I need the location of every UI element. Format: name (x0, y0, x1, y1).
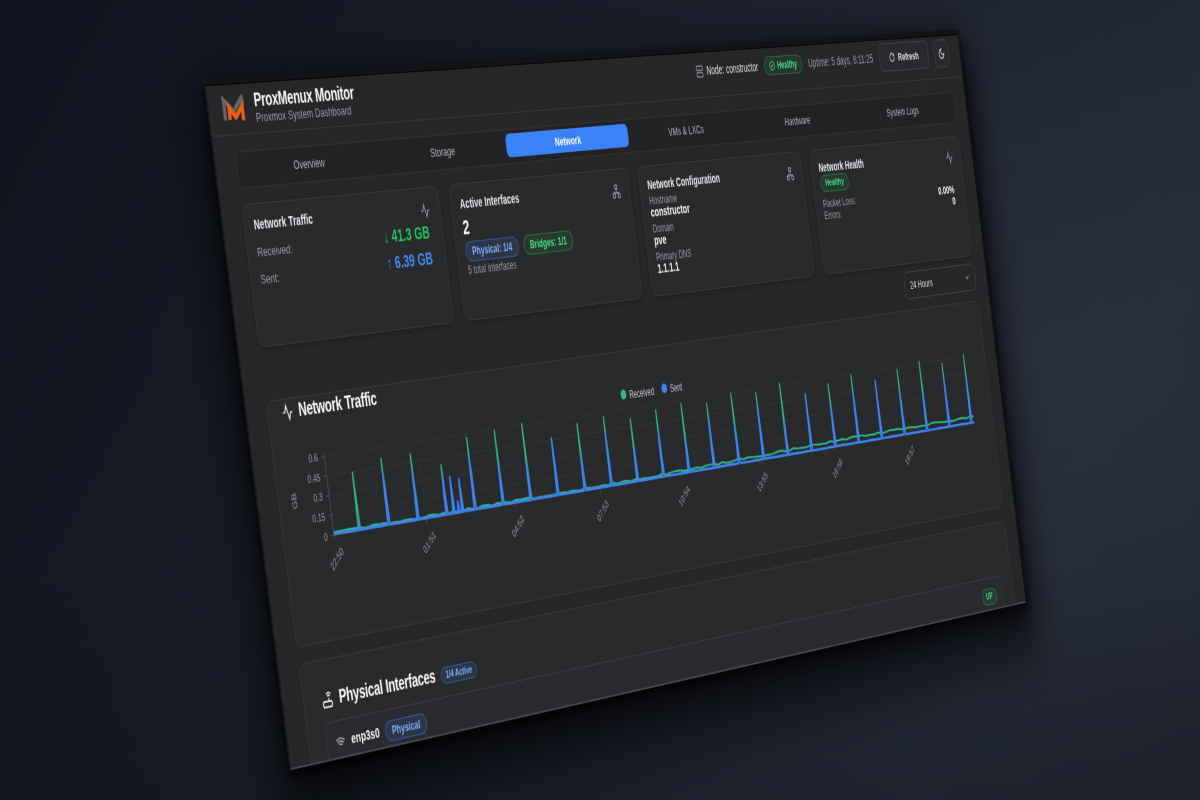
svg-text:0.15: 0.15 (312, 511, 326, 526)
svg-text:0.45: 0.45 (307, 472, 322, 487)
svg-text:13:55: 13:55 (756, 470, 770, 495)
svg-text:0.3: 0.3 (313, 491, 324, 505)
svg-text:19:57: 19:57 (904, 444, 917, 468)
svg-text:22:50: 22:50 (329, 545, 346, 573)
svg-text:0.6: 0.6 (308, 452, 319, 466)
svg-text:10:54: 10:54 (678, 484, 692, 510)
svg-text:0: 0 (323, 531, 328, 544)
svg-text:04:52: 04:52 (511, 513, 526, 540)
svg-text:07:53: 07:53 (596, 498, 611, 525)
svg-text:16:56: 16:56 (831, 456, 844, 481)
svg-text:GB: GB (290, 492, 300, 509)
svg-text:01:51: 01:51 (422, 529, 438, 557)
